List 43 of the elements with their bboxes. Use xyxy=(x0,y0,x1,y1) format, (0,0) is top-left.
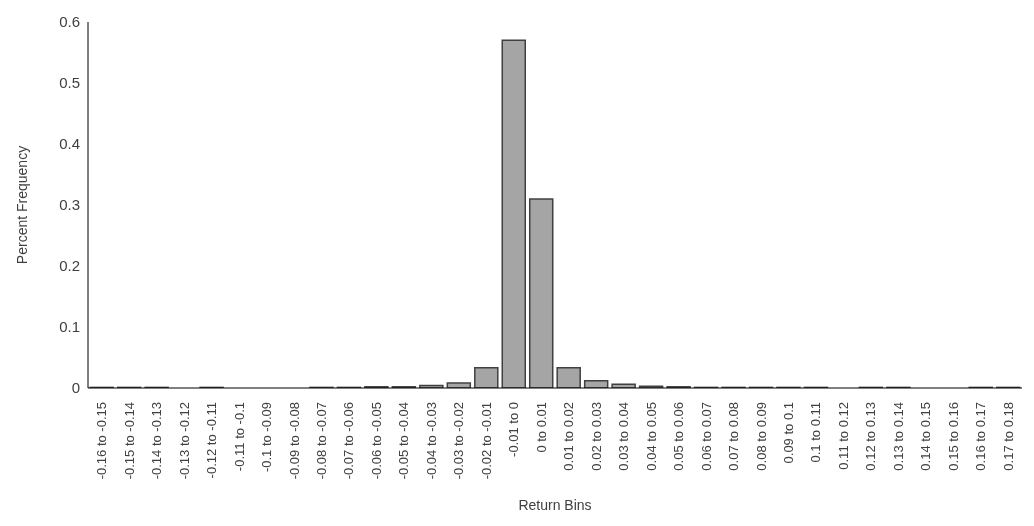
x-tick-label: 0.17 to 0.18 xyxy=(1000,402,1016,471)
x-tick-label: 0.08 to 0.09 xyxy=(753,402,769,471)
x-tick-label: 0.09 to 0.1 xyxy=(781,402,796,464)
x-tick-label: 0.16 to 0.17 xyxy=(973,402,989,471)
x-tick-label: -0.11 to -0.1 xyxy=(231,402,247,472)
y-axis-title: Percent Frequency xyxy=(13,145,30,265)
x-tick-label: -0.01 to 0 xyxy=(506,402,522,457)
x-tick-label: -0.04 to -0.03 xyxy=(423,402,439,480)
y-tick-label: 0.3 xyxy=(59,196,80,214)
x-tick-label: -0.05 to -0.04 xyxy=(396,402,412,480)
x-tick-label: -0.12 to -0.11 xyxy=(204,402,220,479)
x-tick-label: 0.11 to 0.12 xyxy=(835,402,851,470)
x-tick-label: 0 to 0.01 xyxy=(533,402,549,453)
x-tick-label: 0.12 to 0.13 xyxy=(863,402,879,471)
x-tick-label: -0.13 to -0.12 xyxy=(176,402,192,480)
x-tick-label: -0.07 to -0.06 xyxy=(341,402,357,480)
x-tick-label: -0.09 to -0.08 xyxy=(286,402,302,480)
x-axis-title: Return Bins xyxy=(518,497,592,513)
x-tick-label: -0.14 to -0.13 xyxy=(149,402,165,480)
x-tick-label: -0.02 to -0.01 xyxy=(478,402,494,480)
y-tick-label: 0.1 xyxy=(59,318,80,336)
x-tick-label: 0.1 to 0.11 xyxy=(808,402,824,463)
x-tick-label: 0.15 to 0.16 xyxy=(945,402,961,471)
y-tick-label: 0.2 xyxy=(59,257,80,275)
x-tick-label: -0.08 to -0.07 xyxy=(314,402,329,480)
x-tick-label: -0.15 to -0.14 xyxy=(121,402,137,480)
x-tick-label: -0.03 to -0.02 xyxy=(451,402,467,480)
x-tick-label: 0.04 to 0.05 xyxy=(643,402,659,471)
x-tick-label: 0.01 to 0.02 xyxy=(561,402,577,471)
x-tick-label: 0.05 to 0.06 xyxy=(671,402,687,471)
x-tick-label: 0.02 to 0.03 xyxy=(588,402,604,471)
x-tick-label: 0.07 to 0.08 xyxy=(726,402,742,471)
x-tick-label: 0.13 to 0.14 xyxy=(890,402,906,471)
y-tick-label: 0.4 xyxy=(59,135,80,153)
x-tick-label: -0.1 to -0.09 xyxy=(259,402,275,473)
x-tick-label: -0.16 to -0.15 xyxy=(94,402,110,480)
y-tick-label: 0.6 xyxy=(59,13,80,31)
y-tick-label: 0 xyxy=(71,379,80,397)
x-tick-label: 0.06 to 0.07 xyxy=(698,402,714,471)
y-tick-label: 0.5 xyxy=(59,74,80,92)
x-tick-label: -0.06 to -0.05 xyxy=(368,402,384,480)
x-tick-label: 0.03 to 0.04 xyxy=(616,402,632,471)
x-tick-label: 0.14 to 0.15 xyxy=(918,402,934,471)
